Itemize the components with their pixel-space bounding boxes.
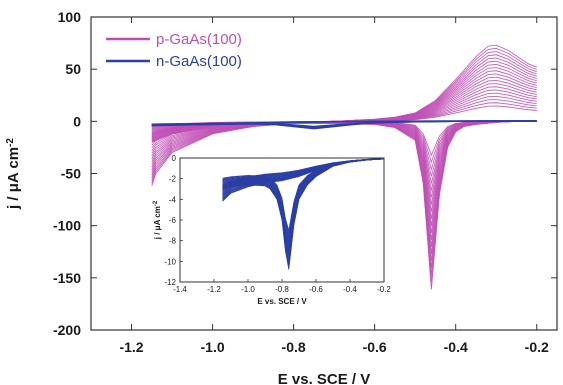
p-gaas-anodic-cycle [151,89,537,149]
inset-y-axis-label: j / μA cm-2 [153,200,162,240]
p-gaas-anodic-cycle [151,73,537,162]
main-y-tick-label: -150 [53,270,81,286]
main-x-axis-label: E vs. SCE / V [278,371,371,385]
main-x-tick-label: -0.4 [444,339,468,355]
inset-x-tick-label: -0.2 [377,285,391,294]
p-gaas-anodic-cycle [151,60,537,173]
inset-x-tick-label: -0.8 [275,285,289,294]
inset-plot: -1.4 -1.2 -1.0 -0.8 -0.6 -0.4 -0.2 -12 -10 -8 -6 -4… [153,154,391,306]
inset-x-tick-label: -1.2 [207,285,221,294]
legend-label: n-GaAs(100) [156,53,242,70]
inset-x-tick-label: -1.0 [241,285,255,294]
p-gaas-anodic-cycle [151,63,537,170]
p-gaas-anodic-cycle [151,76,537,160]
inset-x-tick-label: -0.6 [309,285,323,294]
inset-y-tick-label: -10 [164,257,176,266]
inset-series-n-gaas [222,158,385,270]
main-y-tick-label: -50 [61,166,81,182]
main-x-tick-label: -0.2 [525,339,549,355]
main-y-tick-label: 100 [58,9,82,25]
main-plot: -1.2 -1.0 -0.8 -0.6 -0.4 -0.2-200-150-100-500… [5,9,558,385]
inset-y-tick-label: -2 [169,175,177,184]
main-x-tick-label: -0.8 [282,339,306,355]
inset-y-tick-label: -6 [169,216,177,225]
legend-label: p-GaAs(100) [156,31,242,48]
main-y-tick-label: 50 [65,61,81,77]
p-gaas-cathodic-cycle [151,120,537,157]
p-gaas-anodic-cycle [151,92,537,146]
inset-y-tick-label: -8 [169,237,177,246]
p-gaas-anodic-cycle [151,79,537,157]
inset-x-tick-label: -0.4 [343,285,357,294]
inset-y-tick-label: 0 [172,154,177,163]
main-x-tick-label: -0.6 [363,339,387,355]
main-x-tick-label: -1.2 [119,339,143,355]
main-y-tick-label: -200 [53,322,81,338]
inset-y-tick-label: -4 [169,195,177,204]
main-legend: p-GaAs(100) n-GaAs(100) [106,31,242,70]
inset-cathodic-cycle [222,158,385,231]
inset-y-tick-label: -12 [164,278,176,287]
inset-x-tick-label: -1.4 [173,285,187,294]
main-y-tick-label: 0 [73,113,81,129]
main-x-tick-label: -1.0 [201,339,225,355]
main-y-tick-label: -100 [53,218,81,234]
n-gaas-cathodic-cycle [151,120,537,128]
main-y-axis-label: j / μA cm-2 [5,138,23,210]
series-n-gaas [151,120,537,130]
inset-x-axis-label: E vs. SCE / V [257,297,307,306]
